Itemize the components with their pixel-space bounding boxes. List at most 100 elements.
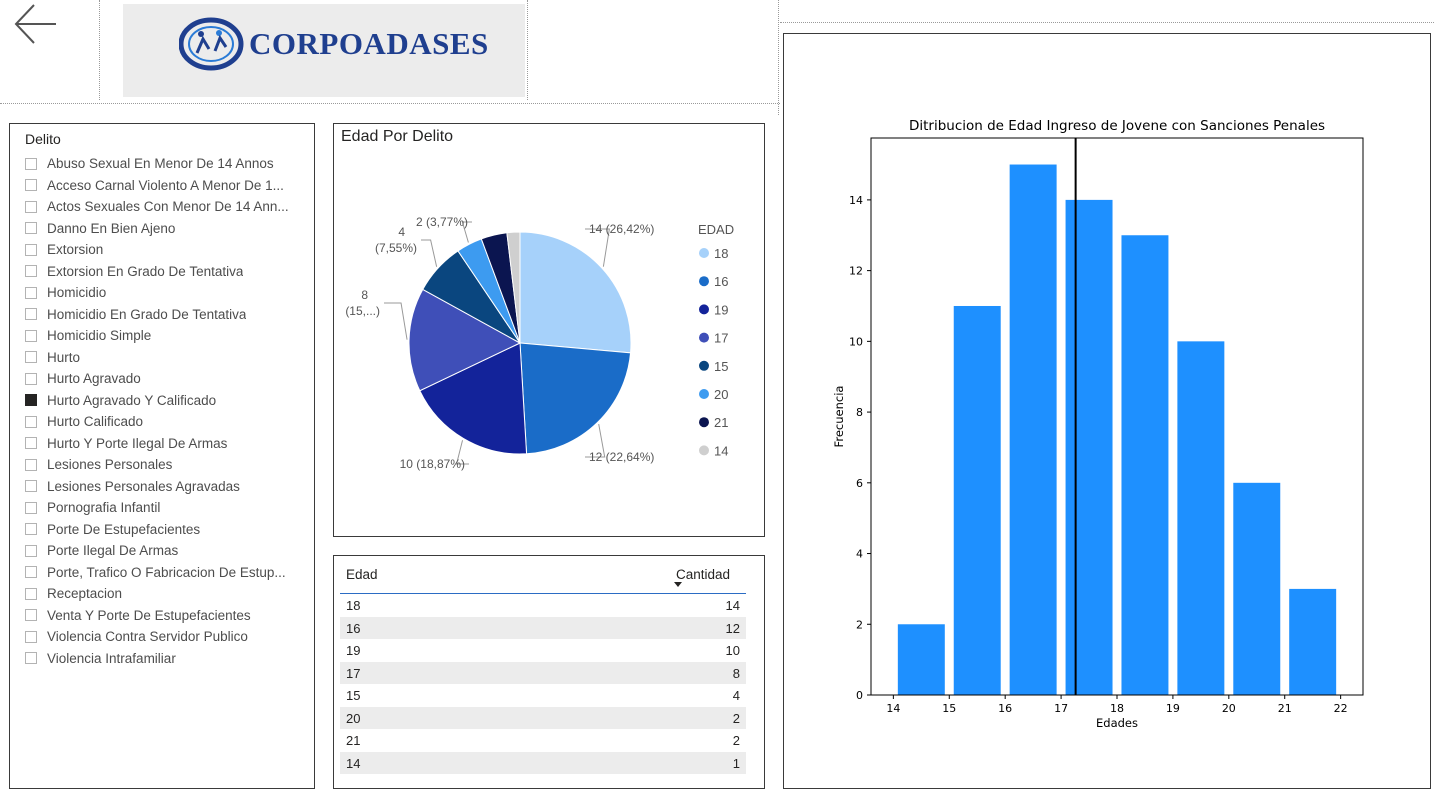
slicer-item-label: Homicidio En Grado De Tentativa [47, 306, 247, 322]
legend-marker [699, 304, 709, 315]
legend-item[interactable]: 18 [699, 246, 728, 261]
slicer-checkbox[interactable] [25, 265, 37, 278]
canvas-guide [778, 0, 779, 115]
slicer-checkbox[interactable] [25, 286, 37, 299]
slicer-item-label: Hurto Agravado Y Calificado [47, 392, 217, 408]
slicer-checkbox[interactable] [25, 566, 37, 579]
y-tick-label: 6 [856, 477, 863, 490]
slicer-item[interactable]: Hurto Y Porte Ilegal De Armas [25, 433, 313, 455]
table-header: Edad Cantidad [340, 556, 746, 594]
slicer-item[interactable]: Extorsion [25, 239, 313, 261]
pie-leader-line [384, 302, 408, 340]
slicer-checkbox[interactable] [25, 609, 37, 622]
column-header-edad[interactable]: Edad [346, 567, 378, 582]
legend-item[interactable]: 14 [699, 443, 728, 458]
pie-slice-18[interactable] [519, 231, 632, 354]
pie-data-label: (7,55%) [375, 241, 417, 255]
slicer-item[interactable]: Porte De Estupefacientes [25, 519, 313, 541]
slicer-item-label: Receptacion [47, 586, 123, 602]
y-tick-label: 8 [856, 406, 863, 419]
slicer-item[interactable]: Hurto [25, 347, 313, 369]
y-axis-label: Frecuencia [832, 386, 846, 448]
pie-slice-19[interactable] [419, 342, 528, 455]
legend-item[interactable]: 17 [699, 331, 728, 346]
slicer-checkbox[interactable] [25, 243, 37, 256]
legend-label: 19 [714, 302, 728, 317]
canvas-guide [780, 22, 1434, 23]
slicer-item[interactable]: Lesiones Personales Agravadas [25, 476, 313, 498]
table-row[interactable]: 15 4 [340, 684, 746, 707]
slicer-item[interactable]: Danno En Bien Ajeno [25, 218, 313, 240]
slicer-item[interactable]: Hurto Agravado [25, 368, 313, 390]
legend-marker [699, 389, 709, 399]
table-row[interactable]: 18 14 [340, 594, 746, 617]
slicer-item[interactable]: Porte Ilegal De Armas [25, 540, 313, 562]
legend-item[interactable]: 19 [699, 302, 728, 317]
slicer-item[interactable]: Receptacion [25, 583, 313, 605]
slicer-checkbox[interactable] [25, 544, 37, 557]
pie-slice-14[interactable] [506, 231, 521, 344]
slicer-item[interactable]: Porte, Trafico O Fabricacion De Estup... [25, 562, 313, 584]
slicer-checkbox[interactable] [25, 179, 37, 192]
slicer-checkbox[interactable] [25, 308, 37, 321]
slicer-item[interactable]: Hurto Agravado Y Calificado [25, 390, 313, 412]
x-tick-label: 18 [1110, 702, 1124, 715]
slicer-checkbox[interactable] [25, 652, 37, 665]
slicer-item[interactable]: Homicidio [25, 282, 313, 304]
slicer-checkbox[interactable] [25, 157, 37, 170]
histogram-bar [1289, 588, 1337, 695]
pie-slice-16[interactable] [519, 342, 632, 455]
table-row[interactable]: 14 1 [340, 751, 746, 774]
slicer-item-label: Acceso Carnal Violento A Menor De 1... [47, 177, 284, 193]
slicer-checkbox[interactable] [25, 458, 37, 471]
x-tick-label: 20 [1222, 702, 1236, 715]
slicer-item[interactable]: Abuso Sexual En Menor De 14 Annos [25, 153, 313, 175]
slicer-item[interactable]: Violencia Intrafamiliar [25, 648, 313, 670]
slicer-item[interactable]: Extorsion En Grado De Tentativa [25, 261, 313, 283]
legend-item[interactable]: 20 [699, 387, 728, 402]
slicer-checkbox[interactable] [25, 437, 37, 450]
back-button[interactable] [10, 2, 60, 48]
slicer-item[interactable]: Acceso Carnal Violento A Menor De 1... [25, 175, 313, 197]
slicer-checkbox[interactable] [25, 372, 37, 385]
slicer-checkbox[interactable] [25, 329, 37, 342]
slicer-item[interactable]: Lesiones Personales [25, 454, 313, 476]
slicer-item[interactable]: Venta Y Porte De Estupefacientes [25, 605, 313, 627]
table-row[interactable]: 19 10 [340, 639, 746, 662]
slicer-checkbox[interactable] [25, 501, 37, 514]
legend-item[interactable]: 16 [699, 274, 728, 289]
arrow-left-icon [14, 4, 56, 44]
slicer-checkbox[interactable] [25, 523, 37, 536]
legend-item[interactable]: 15 [699, 359, 728, 374]
slicer-checkbox[interactable] [25, 415, 37, 428]
table-row[interactable]: 20 2 [340, 706, 746, 729]
cell-edad: 20 [346, 710, 361, 726]
slicer-item-label: Violencia Intrafamiliar [47, 650, 176, 666]
slicer-checkbox[interactable] [25, 351, 37, 364]
column-header-cantidad[interactable]: Cantidad [675, 567, 730, 582]
slicer-item[interactable]: Homicidio Simple [25, 325, 313, 347]
slicer-item[interactable]: Homicidio En Grado De Tentativa [25, 304, 313, 326]
slicer-item-label: Extorsion En Grado De Tentativa [47, 263, 244, 279]
slicer-item[interactable]: Hurto Calificado [25, 411, 313, 433]
table-row[interactable]: 21 2 [340, 729, 746, 752]
legend-item[interactable]: 21 [699, 415, 728, 430]
histogram-svg: 14 15 16 17 18 19 20 21 22 0 2 4 6 8 10 12 14 Ditribucion… [832, 118, 1364, 730]
slicer-checkbox[interactable] [25, 222, 37, 235]
pie-leader-line [585, 423, 606, 458]
slicer-checkbox[interactable] [25, 480, 37, 493]
pie-slice-17[interactable] [408, 288, 522, 392]
cell-edad: 17 [346, 665, 361, 681]
sort-descending-icon [674, 582, 682, 587]
slicer-item[interactable]: Pornografia Infantil [25, 497, 313, 519]
slicer-checkbox[interactable] [25, 200, 37, 213]
plot-frame [870, 137, 1364, 696]
slicer-checkbox[interactable] [25, 587, 37, 600]
slicer-item[interactable]: Actos Sexuales Con Menor De 14 Ann... [25, 196, 313, 218]
slicer-checkbox[interactable] [25, 394, 37, 407]
slicer-item[interactable]: Violencia Contra Servidor Publico [25, 626, 313, 648]
table-row[interactable]: 17 8 [340, 661, 746, 684]
slicer-checkbox[interactable] [25, 630, 37, 643]
slicer-item-label: Actos Sexuales Con Menor De 14 Ann... [47, 199, 289, 215]
table-row[interactable]: 16 12 [340, 616, 746, 639]
